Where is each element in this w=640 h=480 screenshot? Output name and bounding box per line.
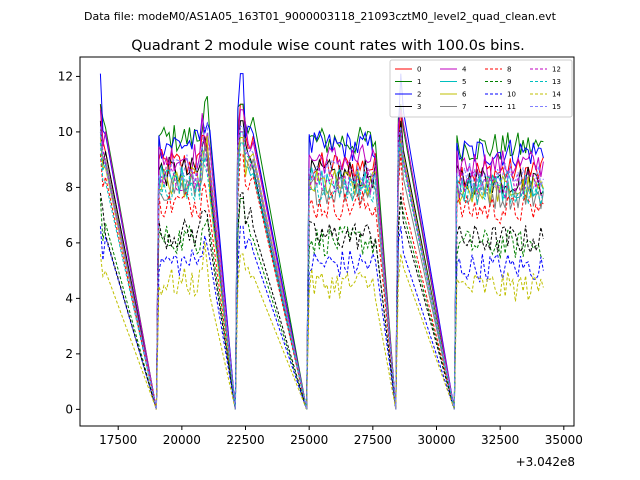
x-offset-label: +3.042e8 [516, 455, 575, 469]
series-line-1 [99, 95, 544, 410]
series-line-14 [99, 242, 544, 410]
chart-suptitle: Data file: modeM0/AS1A05_163T01_90000031… [84, 10, 557, 23]
series-line-9 [99, 198, 544, 410]
y-tick-label: 4 [65, 291, 73, 305]
legend-label-3: 3 [417, 103, 421, 111]
legend-label-11: 11 [507, 103, 516, 111]
legend-box [389, 59, 573, 118]
chart-title: Quadrant 2 module wise count rates with … [131, 38, 525, 54]
series-line-10 [99, 225, 544, 410]
y-tick-label: 0 [65, 402, 73, 416]
series-line-13 [99, 142, 544, 410]
legend-label-7: 7 [462, 103, 466, 111]
x-tick-label: 27500 [354, 433, 392, 447]
legend-label-0: 0 [417, 66, 421, 74]
plot-area-frame [79, 56, 575, 427]
x-tick-label: 32500 [481, 433, 519, 447]
x-tick-label: 17500 [99, 433, 137, 447]
y-tick-label: 10 [58, 125, 73, 139]
series-line-12 [99, 131, 544, 410]
legend-label-14: 14 [552, 91, 561, 99]
y-tick-label: 12 [58, 69, 73, 83]
legend-label-8: 8 [507, 66, 511, 74]
y-tick-label: 6 [65, 236, 73, 250]
y-axis: 0 2 4 6 8 10 12 [58, 69, 80, 416]
legend-label-13: 13 [552, 78, 561, 86]
x-tick-label: 35000 [545, 433, 583, 447]
series-line-2 [99, 73, 544, 410]
x-tick-label: 30000 [417, 433, 455, 447]
y-tick-label: 8 [65, 180, 73, 194]
x-tick-label: 25000 [290, 433, 328, 447]
plot-lines [99, 73, 544, 410]
legend-label-12: 12 [552, 66, 561, 74]
legend-label-15: 15 [552, 103, 561, 111]
x-tick-label: 20000 [163, 433, 201, 447]
legend-label-9: 9 [507, 78, 511, 86]
x-axis: 17500 20000 22500 25000 27500 30000 32500 35000 [99, 426, 583, 447]
x-tick-label: 22500 [226, 433, 264, 447]
legend-label-6: 6 [462, 91, 467, 99]
legend-label-2: 2 [417, 91, 421, 99]
legend-label-4: 4 [462, 66, 467, 74]
series-line-8 [99, 153, 544, 410]
legend-label-1: 1 [417, 78, 421, 86]
legend-label-5: 5 [462, 78, 466, 86]
legend-label-10: 10 [507, 91, 516, 99]
series-line-7 [99, 142, 544, 410]
y-tick-label: 2 [65, 347, 73, 361]
